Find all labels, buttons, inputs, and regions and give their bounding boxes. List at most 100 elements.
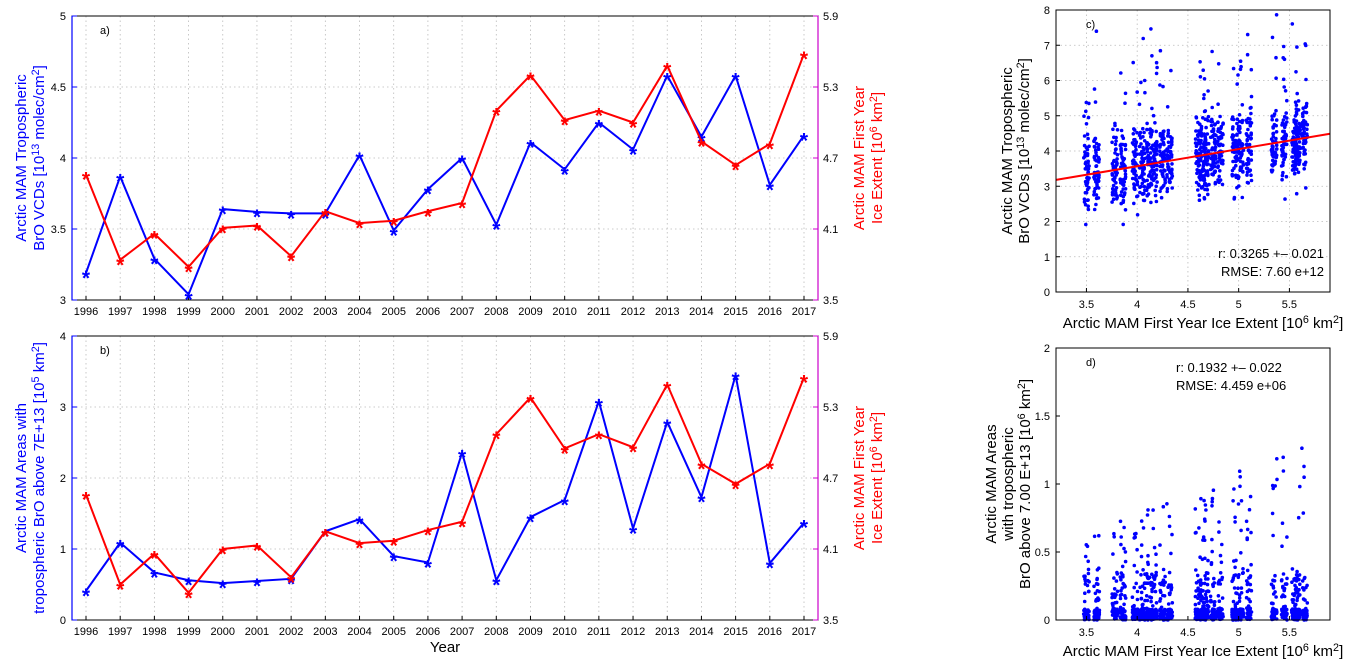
data-point	[1118, 177, 1123, 181]
data-point	[1196, 586, 1200, 590]
left-axis-label-line2: tropospheric BrO above 7E+13 [105 km2]	[30, 342, 48, 614]
data-point	[1153, 193, 1158, 198]
data-point	[1161, 567, 1166, 572]
bro-series-marker: *	[287, 573, 296, 596]
data-point	[1141, 568, 1145, 572]
x-tick-label: 4.5	[1180, 627, 1195, 639]
data-point	[1118, 596, 1123, 601]
data-point	[1165, 154, 1170, 159]
data-point	[1123, 614, 1128, 619]
data-point	[1139, 142, 1143, 146]
data-point	[1201, 68, 1205, 72]
data-point	[1290, 140, 1294, 145]
data-point	[1083, 150, 1087, 154]
axes-frame	[71, 15, 819, 301]
data-point	[1218, 571, 1223, 575]
data-point	[1270, 170, 1274, 174]
data-point	[1210, 49, 1214, 54]
ice-series-line	[85, 377, 805, 595]
data-point	[1304, 110, 1309, 115]
y-axis-label-line: Arctic MAM Tropospheric	[999, 67, 1016, 235]
data-point	[1170, 601, 1175, 605]
data-point	[1271, 126, 1275, 130]
data-point	[1202, 197, 1207, 201]
x-tick-label: 3.5	[1079, 627, 1094, 639]
data-point	[1206, 149, 1211, 153]
data-point	[1293, 583, 1297, 588]
x-tick-label: 2008	[484, 626, 508, 638]
data-point	[1092, 534, 1097, 539]
data-point	[1203, 503, 1208, 507]
data-point	[1297, 587, 1301, 592]
data-point	[1096, 145, 1100, 150]
data-point	[1235, 117, 1240, 121]
data-point	[1134, 162, 1138, 166]
x-tick-label: 2012	[621, 626, 645, 638]
data-point	[1135, 589, 1140, 594]
data-point	[1197, 183, 1201, 188]
x-tick-label: 2013	[655, 626, 679, 638]
bro-series-marker: *	[629, 143, 638, 166]
data-point	[1131, 60, 1135, 65]
data-point	[1111, 183, 1116, 188]
data-point	[1165, 175, 1169, 179]
data-point	[1167, 165, 1171, 169]
data-point	[1083, 582, 1088, 586]
data-point	[1280, 595, 1284, 599]
data-point	[1170, 162, 1174, 166]
data-point	[1094, 179, 1098, 184]
data-point	[1214, 133, 1218, 138]
bro-series-marker: *	[287, 207, 296, 230]
data-point	[1166, 602, 1171, 606]
data-point	[1204, 571, 1209, 575]
data-point	[1142, 139, 1147, 143]
data-point	[1143, 90, 1147, 95]
data-point	[1198, 555, 1202, 559]
data-point	[1248, 574, 1253, 578]
data-point	[1209, 615, 1214, 620]
data-point	[1238, 484, 1242, 489]
ice-series-marker: *	[150, 548, 159, 571]
data-point	[1145, 150, 1150, 154]
data-point	[1144, 581, 1149, 585]
data-point	[1166, 128, 1171, 133]
data-point	[1247, 611, 1251, 615]
data-point	[1220, 158, 1224, 162]
x-tick-label: 2000	[211, 626, 235, 638]
data-point	[1141, 126, 1145, 131]
data-point	[1154, 199, 1159, 204]
data-point	[1298, 593, 1302, 597]
data-point	[1169, 585, 1174, 590]
data-point	[1084, 182, 1088, 186]
data-point	[1145, 193, 1149, 198]
left-tick-label: 4	[60, 153, 66, 165]
data-point	[1291, 167, 1296, 172]
data-point	[1097, 175, 1101, 180]
data-point	[1123, 91, 1128, 96]
left-tick-label: 3.5	[51, 224, 66, 236]
data-point	[1093, 610, 1098, 615]
data-point	[1230, 172, 1234, 177]
data-point	[1167, 169, 1172, 173]
data-point	[1194, 115, 1198, 119]
data-point	[1301, 127, 1306, 131]
ice-series-marker: *	[561, 442, 570, 465]
data-point	[1084, 190, 1089, 195]
data-point	[1213, 180, 1218, 185]
data-point	[1281, 118, 1286, 122]
x-tick-label: 2014	[689, 626, 713, 638]
y-tick-label: 1.5	[1035, 411, 1050, 423]
data-point	[1135, 570, 1139, 574]
x-tick-label: 2007	[450, 626, 474, 638]
data-point	[1247, 120, 1251, 125]
data-point	[1154, 184, 1158, 189]
data-point	[1153, 188, 1157, 193]
data-point	[1114, 147, 1118, 151]
data-point	[1281, 455, 1285, 460]
data-point	[1140, 584, 1145, 588]
data-point	[1245, 173, 1249, 177]
data-point	[1141, 135, 1145, 139]
data-point	[1167, 524, 1172, 529]
data-point	[1297, 140, 1302, 144]
data-point	[1151, 178, 1156, 183]
